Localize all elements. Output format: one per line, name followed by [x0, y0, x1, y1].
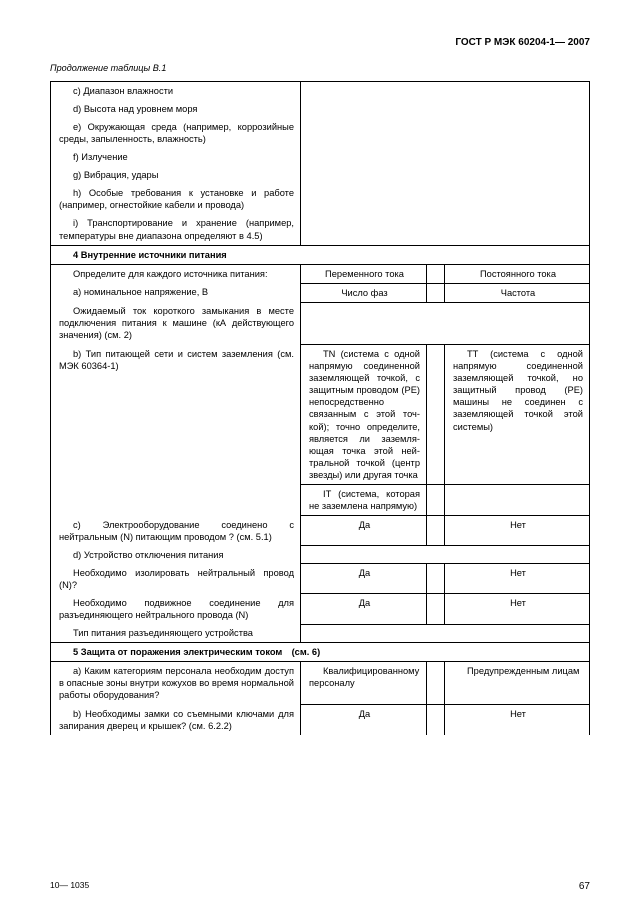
page-footer: 10— 1035 67 — [50, 880, 590, 893]
row-4d: d) Устройство отключения питания — [51, 546, 301, 564]
cell-qualified: Квалифицированно­му персоналу — [301, 662, 427, 705]
row-3i: i) Транспортирование и хранение (напри­м… — [51, 214, 301, 245]
cell-no: Нет — [445, 516, 590, 546]
page-number: 67 — [579, 880, 590, 893]
row-3e: е) Окружающая среда (например, корро­зий… — [51, 118, 301, 148]
row-5b: b) Необходимы замки со съемными клю­чами… — [51, 705, 301, 735]
row-5a: а) Каким категориям персонала необхо­дим… — [51, 662, 301, 705]
cell-warned: Предупрежденным лицам — [445, 662, 590, 705]
row-4d2: Необходимо подвижное соединение для разъ… — [51, 594, 301, 624]
row-4c: с) Электрооборудование соединено с нейтр… — [51, 516, 301, 546]
row-3d: d) Высота над уровнем моря — [51, 100, 301, 118]
row-3g: g) Вибрация, удары — [51, 166, 301, 184]
cell-yes: Да — [301, 516, 427, 546]
cell-ac: Переменного тока — [301, 264, 427, 283]
cell-gap — [427, 264, 445, 283]
cell-freq: Частота — [445, 283, 590, 302]
cell-dc: Постоянного тока — [445, 264, 590, 283]
section-4-title: 4 Внутренние источники питания — [51, 245, 590, 264]
page: ГОСТ Р МЭК 60204-1— 2007 Продолжение таб… — [0, 0, 628, 913]
row-4a2: Ожидаемый ток короткого замыкания в мест… — [51, 302, 301, 344]
table-caption: Продолжение таблицы В.1 — [50, 63, 590, 75]
cell-phases: Число фаз — [301, 283, 427, 302]
row-4d1: Необходимо изолировать нейтральный прово… — [51, 564, 301, 594]
cell-tn: TN (система с одной напрямую соединенной… — [301, 345, 427, 485]
row-4d3: Тип питания разъединяющего устройства — [51, 624, 301, 643]
row-3h: h) Особые требования к установке и ра­бо… — [51, 184, 301, 214]
row-4a: а) номинальное напряжение, В — [51, 283, 301, 302]
section-5-title: 5 Защита от поражения электрическим токо… — [51, 643, 590, 662]
footer-left: 10— 1035 — [50, 880, 89, 890]
row-3c: с) Диапазон влажности — [51, 81, 301, 100]
row-4b: b) Тип питающей сети и систем заземле­ни… — [51, 345, 301, 485]
standard-header: ГОСТ Р МЭК 60204-1— 2007 — [50, 36, 590, 49]
row-4-intro: Определите для каждого источника пи­тани… — [51, 264, 301, 283]
cell-it: IT (система, которая не заземлена напря­… — [301, 484, 427, 515]
table-b1: с) Диапазон влажности d) Высота над уров… — [50, 81, 590, 735]
row-3f: f) Излучение — [51, 148, 301, 166]
cell-empty — [301, 302, 590, 344]
cell-empty — [301, 81, 590, 100]
cell-tt: TT (система с одной напрямую соединенной… — [445, 345, 590, 485]
